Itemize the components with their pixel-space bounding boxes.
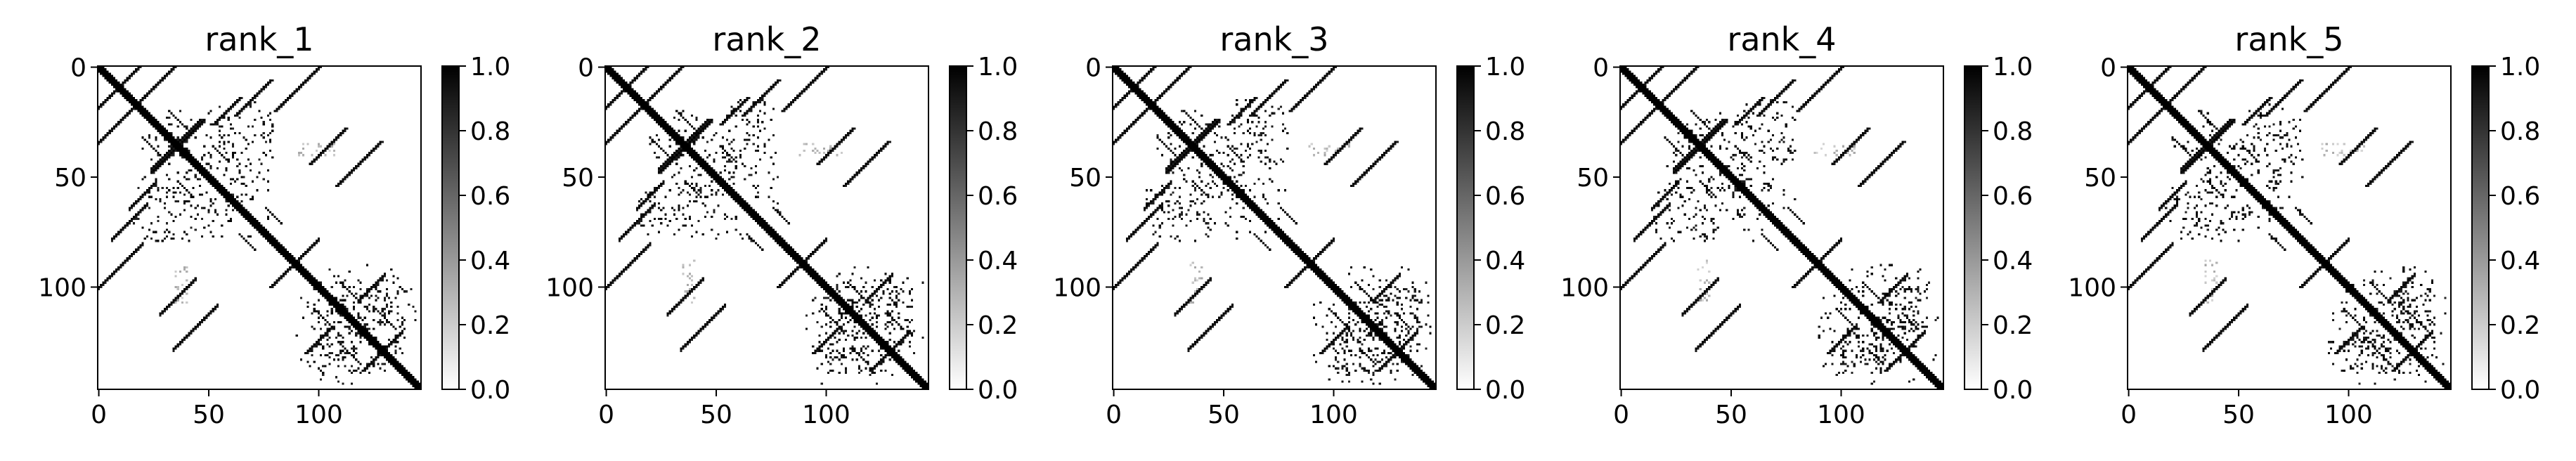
subplot-1: rank_1 0 50 100 0 50 100 0.0 0.2 0.4 0.6 0.8 1.0 — [38, 20, 510, 429]
colorbar — [949, 65, 967, 390]
y-tick-label: 0 — [70, 54, 86, 83]
subplot-title: rank_1 — [205, 20, 313, 58]
colorbar-tick-label: 0.8 — [978, 117, 1018, 146]
subplot-title: rank_2 — [712, 20, 821, 58]
axes-frame — [2127, 65, 2452, 390]
y-tick-label: 100 — [1560, 273, 1609, 302]
x-tick-label: 100 — [295, 401, 343, 429]
x-tick-label: 100 — [1817, 401, 1865, 429]
colorbar-tick-label: 0.6 — [1485, 182, 1525, 211]
axes-frame — [604, 65, 929, 390]
axes-frame — [97, 65, 422, 390]
colorbar-tick-label: 0.4 — [470, 247, 510, 275]
y-tick-label: 50 — [2084, 164, 2116, 193]
colorbar-tick-label: 0.6 — [470, 182, 510, 211]
colorbar-tick-label: 0.6 — [978, 182, 1018, 211]
heatmap-image — [1620, 66, 1943, 389]
colorbar-tick-label: 0.0 — [978, 376, 1018, 405]
colorbar-tick-label: 0.8 — [1485, 117, 1525, 146]
y-tick-label: 0 — [2100, 54, 2116, 83]
subplot-title: rank_4 — [1727, 20, 1836, 58]
x-tick-label: 0 — [598, 401, 614, 429]
y-tick-label: 100 — [2068, 273, 2116, 302]
colorbar — [1964, 65, 1982, 390]
colorbar-tick-label: 0.8 — [1993, 117, 2033, 146]
colorbar — [1456, 65, 1475, 390]
axes-frame — [1112, 65, 1437, 390]
colorbar-tick-label: 0.4 — [978, 247, 1018, 275]
x-tick-label: 50 — [1208, 401, 1240, 429]
x-tick-label: 50 — [700, 401, 732, 429]
x-tick-label: 100 — [1309, 401, 1358, 429]
y-tick-label: 0 — [1085, 54, 1101, 83]
colorbar-tick-label: 1.0 — [2500, 53, 2540, 82]
x-tick-label: 0 — [1613, 401, 1629, 429]
colorbar-tick-label: 0.4 — [2500, 247, 2540, 275]
colorbar-tick-label: 0.2 — [978, 311, 1018, 340]
heatmap-image — [2128, 66, 2451, 389]
colorbar-tick-label: 1.0 — [978, 53, 1018, 82]
y-tick-label: 50 — [1577, 164, 1609, 193]
colorbar-tick-label: 0.2 — [1485, 311, 1525, 340]
heatmap-image — [1113, 66, 1436, 389]
subplot-2: rank_2 0 50 100 0 50 100 0.0 0.2 0.4 0.6 0.8 1.0 — [545, 20, 1018, 429]
subplot-3: rank_3 0 50 100 0 50 100 0.0 0.2 0.4 0.6 0.8 1.0 — [1053, 20, 1525, 429]
x-tick-label: 50 — [1715, 401, 1747, 429]
x-tick-label: 0 — [1106, 401, 1122, 429]
heatmap-image — [98, 66, 421, 389]
colorbar-tick-label: 1.0 — [470, 53, 510, 82]
y-tick-label: 100 — [38, 273, 86, 302]
subplot-5: rank_5 0 50 100 0 50 100 0.0 0.2 0.4 0.6 0.8 1.0 — [2068, 20, 2540, 429]
heatmap-image — [605, 66, 928, 389]
colorbar-tick-label: 0.0 — [470, 376, 510, 405]
colorbar-tick-label: 1.0 — [1485, 53, 1525, 82]
x-tick-label: 0 — [91, 401, 107, 429]
subplot-title: rank_3 — [1219, 20, 1328, 58]
colorbar-tick-label: 1.0 — [1993, 53, 2033, 82]
y-tick-label: 50 — [54, 164, 86, 193]
colorbar-tick-label: 0.0 — [2500, 376, 2540, 405]
x-tick-label: 100 — [2324, 401, 2373, 429]
y-tick-label: 0 — [578, 54, 594, 83]
colorbar-tick-label: 0.4 — [1993, 247, 2033, 275]
y-tick-label: 100 — [545, 273, 594, 302]
colorbar-tick-label: 0.8 — [470, 117, 510, 146]
colorbar-tick-label: 0.2 — [470, 311, 510, 340]
x-tick-label: 0 — [2121, 401, 2137, 429]
colorbar-tick-label: 0.2 — [1993, 311, 2033, 340]
subplot-title: rank_5 — [2234, 20, 2343, 58]
y-tick-label: 50 — [1069, 164, 1101, 193]
colorbar — [2471, 65, 2490, 390]
x-tick-label: 100 — [802, 401, 850, 429]
y-tick-label: 100 — [1053, 273, 1101, 302]
y-tick-label: 50 — [562, 164, 594, 193]
colorbar-tick-label: 0.8 — [2500, 117, 2540, 146]
x-tick-label: 50 — [2222, 401, 2255, 429]
colorbar — [441, 65, 460, 390]
colorbar-tick-label: 0.6 — [1993, 182, 2033, 211]
subplot-4: rank_4 0 50 100 0 50 100 0.0 0.2 0.4 0.6 0.8 1.0 — [1560, 20, 2033, 429]
colorbar-tick-label: 0.0 — [1993, 376, 2033, 405]
y-tick-label: 0 — [1593, 54, 1609, 83]
axes-frame — [1619, 65, 1944, 390]
colorbar-tick-label: 0.4 — [1485, 247, 1525, 275]
colorbar-tick-label: 0.0 — [1485, 376, 1525, 405]
colorbar-tick-label: 0.2 — [2500, 311, 2540, 340]
x-tick-label: 50 — [193, 401, 225, 429]
colorbar-tick-label: 0.6 — [2500, 182, 2540, 211]
